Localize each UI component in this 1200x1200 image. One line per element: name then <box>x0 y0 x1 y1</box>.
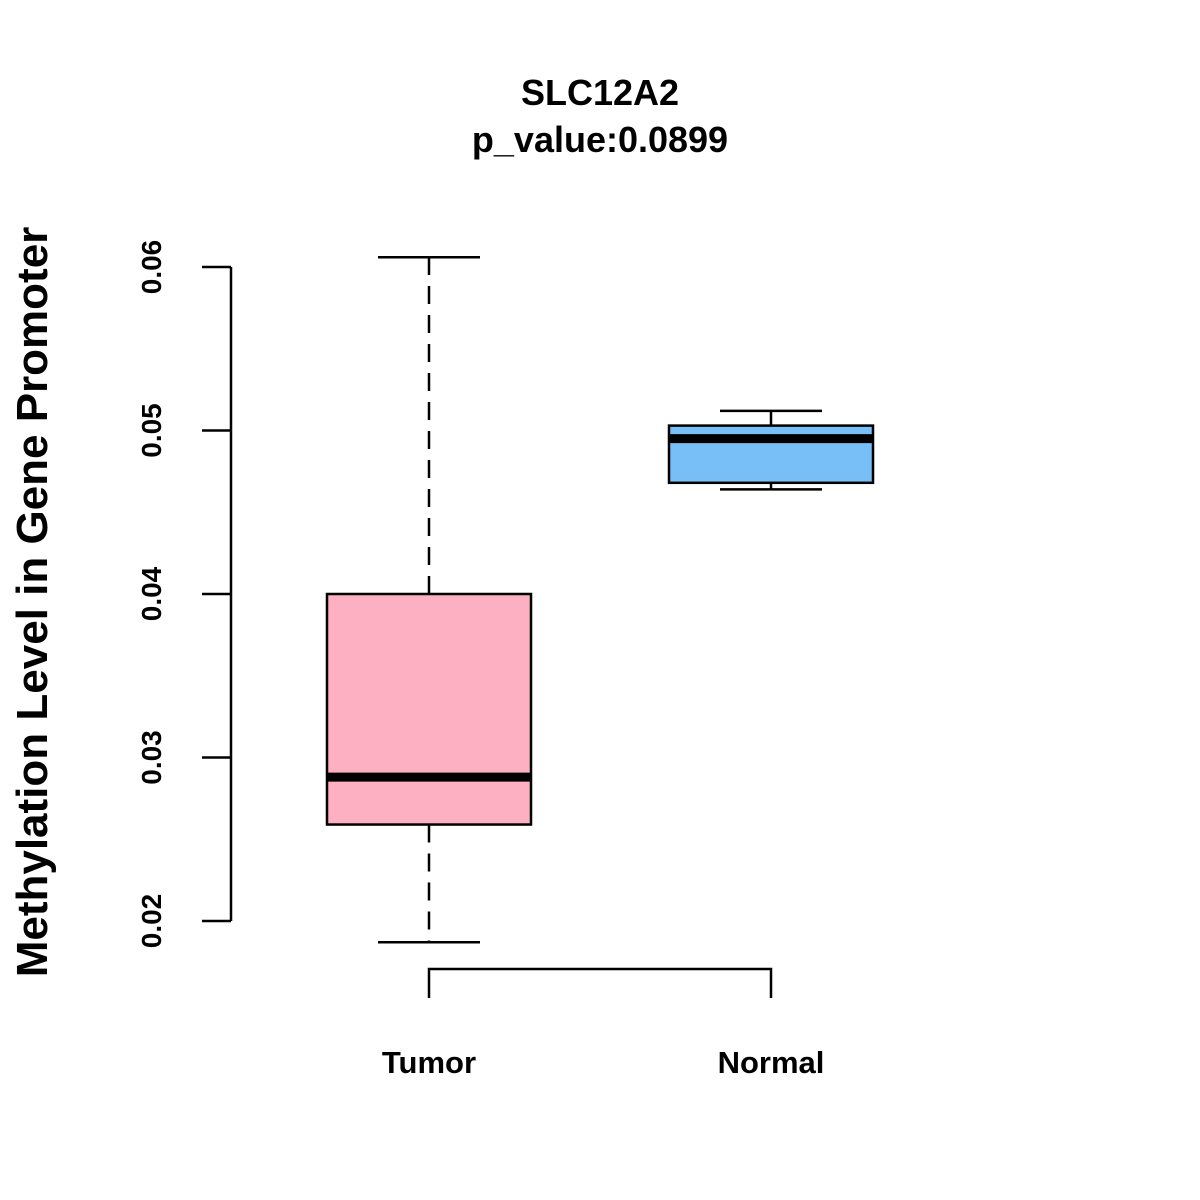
x-category-labels: Tumor Normal <box>382 1045 824 1080</box>
box-tumor <box>325 255 533 944</box>
y-tick-label: 0.02 <box>136 894 167 949</box>
y-tick-label: 0.03 <box>136 730 167 785</box>
y-tick-label: 0.06 <box>136 240 167 295</box>
y-axis-label: Methylation Level in Gene Promoter <box>8 227 57 978</box>
y-tick-label: 0.04 <box>136 566 167 621</box>
chart-title: SLC12A2 <box>521 72 679 113</box>
y-tick-label: 0.05 <box>136 403 167 458</box>
comparison-bracket <box>427 967 773 998</box>
box-body <box>325 592 533 826</box>
x-label-tumor: Tumor <box>382 1045 476 1080</box>
chart-subtitle: p_value:0.0899 <box>472 119 728 160</box>
y-axis: 0.02 0.03 0.04 0.05 0.06 <box>136 240 233 949</box>
box-normal <box>667 409 875 491</box>
bracket-line <box>427 967 773 998</box>
x-label-normal: Normal <box>718 1045 825 1080</box>
boxes-group <box>325 255 875 944</box>
